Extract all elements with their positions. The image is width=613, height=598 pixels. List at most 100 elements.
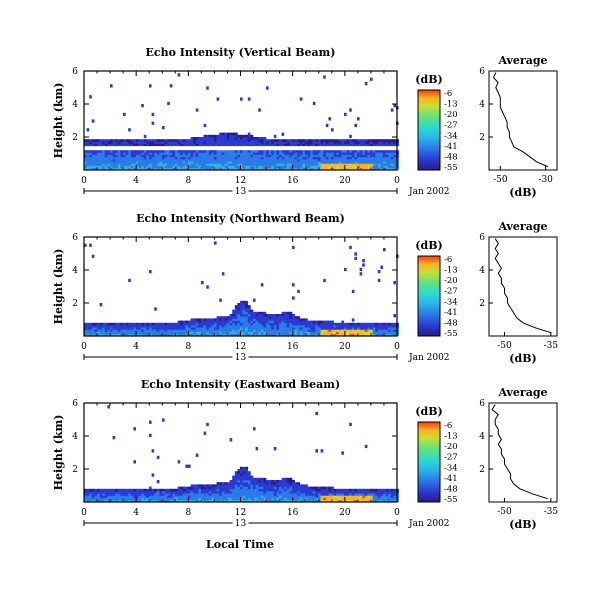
heatmap-cell xyxy=(390,333,394,337)
heatmap-cell xyxy=(344,154,347,158)
heatmap-cell xyxy=(128,331,132,335)
heatmap-cell xyxy=(289,333,293,337)
heatmap-cell xyxy=(154,329,158,332)
heatmap-cell xyxy=(372,499,376,503)
profile-title: Average xyxy=(497,220,547,233)
heatmap-cell xyxy=(84,141,87,144)
heatmap-cell xyxy=(136,139,139,142)
heatmap-cell xyxy=(279,491,282,494)
heatmap-cell xyxy=(258,484,262,487)
heatmap-cell xyxy=(377,278,381,283)
heatmap-cell xyxy=(237,318,241,321)
heatmap-cell xyxy=(383,156,386,160)
heatmap-cell xyxy=(268,322,272,326)
heatmap-cell xyxy=(136,329,139,332)
heatmap-cell xyxy=(320,163,324,166)
heatmap-cell xyxy=(377,154,381,158)
heatmap-cell xyxy=(206,161,210,164)
heatmap-cell xyxy=(146,143,150,147)
heatmap-cell xyxy=(292,314,295,317)
heatmap-cell xyxy=(273,152,277,155)
heatmap-cell xyxy=(115,154,119,158)
heatmap-cell xyxy=(237,480,241,483)
heatmap-cell xyxy=(247,327,251,330)
heatmap-cell xyxy=(234,320,238,324)
heatmap-cell xyxy=(273,143,277,147)
heatmap-cell xyxy=(383,491,386,494)
heatmap-cell xyxy=(190,320,194,324)
heatmap-cell xyxy=(164,491,168,494)
heatmap-cell xyxy=(167,161,171,164)
heatmap-cell xyxy=(266,491,269,494)
heatmap-cell xyxy=(154,163,158,166)
heatmap-cell xyxy=(125,488,129,492)
heatmap-cell xyxy=(123,150,126,153)
heatmap-cell xyxy=(263,316,267,319)
heatmap-cell xyxy=(198,493,202,496)
heatmap-cell xyxy=(279,331,282,335)
x-tick-label: 8 xyxy=(185,508,191,518)
heatmap-cell xyxy=(263,331,267,335)
heatmap-cell xyxy=(221,325,225,328)
heatmap-cell xyxy=(385,165,389,169)
heatmap-cell xyxy=(128,141,132,144)
heatmap-cell xyxy=(273,139,277,142)
heatmap-cell xyxy=(307,165,311,169)
heatmap-cell xyxy=(99,491,103,494)
heatmap-cell xyxy=(229,318,233,321)
heatmap-cell xyxy=(242,491,246,494)
heatmap-cell xyxy=(354,139,358,142)
heatmap-cell xyxy=(193,491,197,494)
heatmap-cell xyxy=(221,163,225,166)
heatmap-cell xyxy=(250,165,254,169)
heatmap-cell xyxy=(117,327,121,330)
heatmap-cell xyxy=(232,491,236,494)
heatmap-cell xyxy=(167,333,171,337)
heatmap-cell xyxy=(276,322,280,326)
heatmap-cell xyxy=(182,499,186,503)
heatmap-cell xyxy=(292,296,295,300)
heatmap-cell xyxy=(237,471,241,474)
heatmap-cell xyxy=(328,491,332,494)
heatmap-cell xyxy=(359,327,363,330)
heatmap-cell xyxy=(229,484,233,487)
heatmap-cell xyxy=(271,150,275,153)
heatmap-cell xyxy=(390,167,394,171)
colorbar-tick-label: -55 xyxy=(444,495,458,505)
heatmap-cell xyxy=(242,333,246,337)
heatmap-cell xyxy=(112,156,116,160)
heatmap-cell xyxy=(380,325,384,328)
heatmap-cell xyxy=(242,161,246,164)
heatmap-cell xyxy=(240,161,243,164)
heatmap-cell xyxy=(362,150,366,153)
heatmap-cell xyxy=(112,499,116,503)
heatmap-cell xyxy=(383,141,386,144)
heatmap-cell xyxy=(164,488,168,492)
heatmap-cell xyxy=(284,327,288,330)
heatmap-cell xyxy=(143,495,147,498)
heatmap-cell xyxy=(393,163,397,166)
heatmap-cell xyxy=(349,159,353,162)
heatmap-cell xyxy=(156,497,160,501)
heatmap-cell xyxy=(193,167,197,171)
heatmap-cell xyxy=(276,493,280,496)
heatmap-cell xyxy=(211,497,215,501)
heatmap-cell xyxy=(333,163,337,166)
heatmap-cell xyxy=(102,325,106,328)
heatmap-cell xyxy=(84,243,87,247)
heatmap-cell xyxy=(333,322,337,326)
heatmap-cell xyxy=(263,167,267,171)
heatmap-cell xyxy=(253,298,256,302)
heatmap-cell xyxy=(370,331,373,335)
heatmap-cell xyxy=(380,139,384,142)
heatmap-cell xyxy=(292,143,295,147)
heatmap-cell xyxy=(375,497,379,501)
heatmap-cell xyxy=(349,327,353,330)
heatmap-cell xyxy=(203,486,207,490)
heatmap-cell xyxy=(289,327,293,330)
heatmap-cell xyxy=(177,150,181,153)
heatmap-cell xyxy=(104,159,108,162)
heatmap-cell xyxy=(258,327,262,330)
heatmap-cell xyxy=(211,163,215,166)
heatmap-cell xyxy=(151,165,155,169)
